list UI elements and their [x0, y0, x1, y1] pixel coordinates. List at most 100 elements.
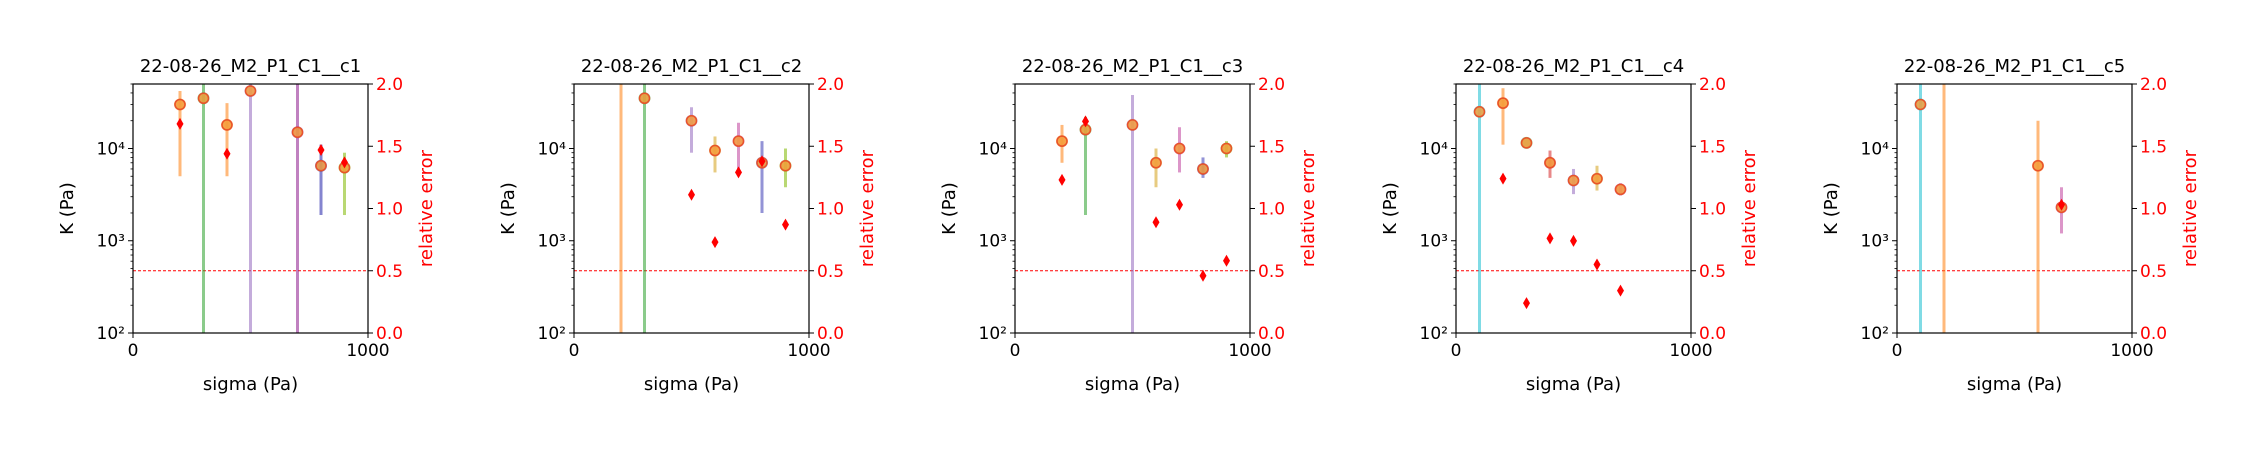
chart-title: 22-08-26_M2_P1_C1__c5: [1904, 56, 2125, 77]
chart-panel-5: 0 1000 10² 10³ 10⁴ 0.0 0.5 1.0 1.5 2.0 22-08-26_M2…: [1821, 56, 2201, 395]
y2-tick-label: 1.5: [376, 137, 403, 157]
relative-error-point: [1176, 198, 1183, 211]
y-axis-label: K (Pa): [939, 182, 960, 235]
k-point: [709, 144, 721, 157]
y2-tick-label: 2.0: [1258, 75, 1285, 95]
y-tick-label: 10⁴: [538, 139, 567, 159]
y-tick-label: 10³: [538, 232, 566, 252]
x-tick-label: 1000: [2110, 341, 2153, 361]
y-tick-label: 10³: [979, 232, 1007, 252]
k-point: [732, 135, 745, 147]
k-point: [291, 126, 304, 138]
y2-tick-label: 0.5: [1258, 262, 1285, 282]
k-point: [1914, 98, 1927, 111]
k-point: [638, 92, 651, 105]
y-tick-label: 10³: [97, 232, 125, 252]
chart-title: 22-08-26_M2_P1_C1__c1: [140, 56, 361, 77]
k-point: [1567, 174, 1580, 187]
y-tick-label: 10²: [1861, 324, 1889, 344]
k-point: [1150, 157, 1162, 169]
k-point: [197, 92, 210, 105]
data-layer: [1056, 94, 1233, 333]
y2-tick-label: 1.0: [1699, 200, 1726, 220]
relative-error-point: [223, 147, 231, 160]
k-point: [1591, 172, 1603, 185]
y2-axis-label: relative error: [1739, 149, 1760, 267]
y2-tick-label: 1.0: [2140, 200, 2167, 220]
k-point: [1056, 135, 1068, 147]
relative-error-point: [1617, 284, 1624, 297]
plot-frame: [1896, 83, 2133, 334]
data-layer: [1473, 84, 1627, 333]
k-point: [1473, 106, 1486, 118]
plot-frame: [1455, 83, 1692, 334]
k-point: [244, 85, 257, 97]
data-layer: [1914, 84, 2068, 333]
x-tick-label: 0: [569, 341, 580, 361]
k-point: [2032, 159, 2044, 172]
x-axis-label: sigma (Pa): [644, 374, 739, 395]
y-tick-label: 10³: [1861, 232, 1889, 252]
y2-tick-label: 2.0: [1699, 75, 1726, 95]
y-axis-label: K (Pa): [57, 182, 78, 235]
relative-error-point: [1058, 173, 1066, 186]
k-point: [315, 159, 327, 172]
y-tick-label: 10²: [979, 324, 1007, 344]
relative-error-point: [711, 236, 719, 249]
relative-error-point: [317, 143, 325, 156]
k-point: [1544, 157, 1556, 169]
x-axis-label: sigma (Pa): [1085, 374, 1180, 395]
y2-axis-label: relative error: [2180, 149, 2201, 267]
k-point: [1220, 142, 1233, 155]
y2-tick-label: 1.5: [2140, 137, 2167, 157]
chart-panel-3: 0 1000 10² 10³ 10⁴ 0.0 0.5 1.0 1.5 2.0 22-08-26_M2…: [939, 56, 1319, 395]
y2-tick-label: 0.5: [817, 262, 844, 282]
relative-error-point: [176, 117, 184, 130]
relative-error-point: [1082, 115, 1089, 128]
y2-tick-label: 1.5: [817, 137, 844, 157]
relative-error-point: [1499, 172, 1507, 185]
data-layer: [174, 84, 351, 333]
y-tick-label: 10²: [1420, 324, 1448, 344]
relative-error-point: [1199, 269, 1207, 282]
k-point: [221, 119, 233, 131]
y2-tick-label: 0.0: [1699, 324, 1726, 344]
y2-tick-label: 1.5: [1699, 137, 1726, 157]
k-point: [779, 159, 792, 172]
y2-axis-label: relative error: [416, 149, 437, 267]
y2-axis-label: relative error: [857, 149, 878, 267]
k-point: [685, 114, 698, 127]
y2-tick-label: 0.0: [817, 324, 844, 344]
y2-tick-label: 0.5: [376, 262, 403, 282]
y2-tick-label: 0.0: [376, 324, 403, 344]
chart-panel-2: 0 1000 10² 10³ 10⁴ 0.0 0.5 1.0 1.5 2.0 22-08-26_M2…: [498, 56, 878, 395]
y-tick-label: 10⁴: [1861, 139, 1890, 159]
relative-error-point: [1570, 234, 1577, 247]
x-axis-label: sigma (Pa): [1526, 374, 1621, 395]
y-tick-label: 10⁴: [1420, 139, 1449, 159]
x-axis-label: sigma (Pa): [1967, 374, 2062, 395]
chart-title: 22-08-26_M2_P1_C1__c3: [1022, 56, 1243, 77]
y2-tick-label: 1.5: [1258, 137, 1285, 157]
y-axis-label: K (Pa): [1380, 182, 1401, 235]
k-point: [1126, 119, 1139, 131]
y-tick-label: 10⁴: [979, 139, 1008, 159]
x-tick-label: 1000: [346, 341, 389, 361]
relative-error-point: [735, 166, 742, 179]
data-layer: [619, 84, 792, 333]
x-tick-label: 0: [1451, 341, 1462, 361]
y2-tick-label: 0.5: [1699, 262, 1726, 282]
y-axis-label: K (Pa): [1821, 182, 1842, 235]
y2-tick-label: 2.0: [2140, 75, 2167, 95]
chart-panel-1: 0 1000 10² 10³ 10⁴ 0.0 0.5 1.0 1.5 2.0 22-08-26_M2…: [57, 56, 437, 395]
chart-title: 22-08-26_M2_P1_C1__c4: [1463, 56, 1684, 77]
y-tick-label: 10³: [1420, 232, 1448, 252]
relative-error-point: [1546, 232, 1554, 245]
y2-tick-label: 0.5: [2140, 262, 2167, 282]
relative-error-point: [2058, 198, 2065, 211]
k-point: [1197, 163, 1209, 175]
relative-error-point: [1223, 254, 1230, 267]
relative-error-point: [1593, 258, 1601, 271]
x-tick-label: 0: [1010, 341, 1021, 361]
relative-error-point: [758, 155, 766, 168]
